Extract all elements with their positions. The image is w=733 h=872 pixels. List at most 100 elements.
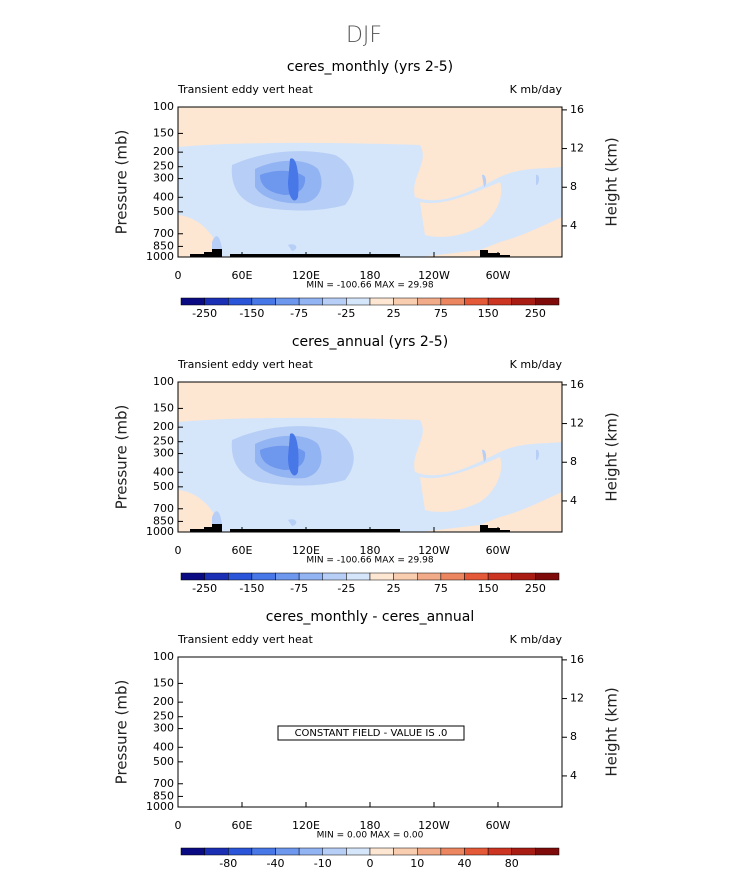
y-tick-label: 400	[153, 740, 174, 753]
colorbar-box	[204, 297, 229, 306]
colorbar-box	[204, 847, 229, 856]
colorbar-box	[511, 297, 536, 306]
colorbar-box	[417, 847, 442, 856]
colorbar-box	[511, 847, 536, 856]
colorbar-box	[440, 297, 465, 306]
contour	[420, 182, 502, 237]
y-tick-label: 500	[153, 205, 174, 218]
colorbar-box	[440, 847, 465, 856]
colorbar-label: -75	[290, 582, 308, 595]
colorbar-box	[346, 572, 371, 581]
contour	[178, 490, 215, 532]
y-tick-label: 200	[153, 695, 174, 708]
colorbar-box	[180, 297, 205, 306]
colorbar-label: 10	[410, 857, 424, 870]
colorbar-box	[180, 572, 205, 581]
y-tick-label: 200	[153, 420, 174, 433]
y-axis-label: Pressure (mb)	[113, 405, 131, 510]
x-tick-label: 180	[360, 819, 381, 832]
colorbar-box	[180, 847, 205, 856]
y-tick-label: 300	[153, 172, 174, 185]
constant-box	[277, 725, 465, 741]
y-axis-label: Pressure (mb)	[113, 680, 131, 785]
right-label: K mb/day	[510, 83, 563, 96]
colorbar-box	[487, 572, 512, 581]
y2-tick-label: 16	[570, 378, 584, 391]
x-tick-label: 60E	[232, 269, 253, 282]
y2-tick-label: 16	[570, 653, 584, 666]
y-tick-label: 300	[153, 722, 174, 735]
colorbar-label: -25	[337, 582, 355, 595]
colorbar-box	[487, 297, 512, 306]
colorbar-box	[346, 297, 371, 306]
colorbar-box	[511, 572, 536, 581]
x-tick-label: 60E	[232, 544, 253, 557]
left-label: Transient eddy vert heat	[177, 633, 314, 646]
colorbar-box	[487, 847, 512, 856]
colorbar-label: -250	[192, 582, 217, 595]
contour	[212, 236, 222, 249]
y-tick-label: 700	[153, 777, 174, 790]
colorbar-label: 40	[458, 857, 472, 870]
panel: ceres_monthly - ceres_annual Transient ed…	[113, 609, 621, 870]
colorbar-box	[322, 297, 347, 306]
colorbar-label: 250	[525, 307, 546, 320]
x-tick-label: 0	[175, 269, 182, 282]
y-tick-label: 500	[153, 480, 174, 493]
x-tick-label: 60W	[486, 269, 511, 282]
right-label: K mb/day	[510, 633, 563, 646]
colorbar-box	[298, 297, 323, 306]
colorbar-box	[251, 572, 276, 581]
colorbar-box	[535, 847, 560, 856]
y2-tick-label: 16	[570, 103, 584, 116]
right-label: K mb/day	[510, 358, 563, 371]
colorbar-label: -150	[239, 582, 264, 595]
colorbar-box	[535, 572, 560, 581]
colorbar-label: -75	[290, 307, 308, 320]
stats: MIN = 0.00 MAX = 0.00	[317, 831, 424, 841]
colorbar-box	[228, 297, 253, 306]
colorbar-label: -150	[239, 307, 264, 320]
y-tick-label: 100	[153, 650, 174, 663]
colorbar-label: -250	[192, 307, 217, 320]
contour	[420, 457, 502, 512]
y-tick-label: 700	[153, 502, 174, 515]
colorbar-box	[275, 297, 300, 306]
panel-title: ceres_monthly - ceres_annual	[266, 609, 475, 625]
y-tick-label: 850	[153, 789, 174, 802]
y-tick-label: 300	[153, 447, 174, 460]
colorbar-box	[440, 572, 465, 581]
colorbar-label: 150	[478, 582, 499, 595]
colorbar-box	[464, 572, 489, 581]
y2-axis-label: Height (km)	[603, 412, 621, 501]
x-tick-label: 180	[360, 544, 381, 557]
x-tick-label: 120E	[292, 544, 320, 557]
y2-tick-label: 8	[570, 455, 577, 468]
y2-tick-label: 4	[570, 769, 577, 782]
panel: ceres_annual (yrs 2-5) Transient eddy ver…	[113, 334, 621, 595]
contour	[178, 215, 215, 257]
y-tick-label: 500	[153, 755, 174, 768]
colorbar-box	[251, 297, 276, 306]
colorbar-label: 25	[387, 582, 401, 595]
colorbar-label: 25	[387, 307, 401, 320]
colorbar-box	[369, 297, 394, 306]
y2-tick-label: 8	[570, 180, 577, 193]
y2-tick-label: 12	[570, 417, 584, 430]
y-tick-label: 1000	[146, 525, 174, 538]
panel: ceres_monthly (yrs 2-5) Transient eddy ve…	[113, 59, 621, 320]
colorbar-label: -10	[314, 857, 332, 870]
contour	[288, 433, 299, 476]
y2-tick-label: 8	[570, 730, 577, 743]
contour	[288, 158, 299, 201]
y-tick-label: 250	[153, 435, 174, 448]
colorbar-box	[298, 847, 323, 856]
figure-title: DJF	[346, 23, 382, 48]
y2-axis-label: Height (km)	[603, 687, 621, 776]
y-tick-label: 100	[153, 100, 174, 113]
colorbar-label: 80	[505, 857, 519, 870]
colorbar-box	[228, 847, 253, 856]
colorbar-box	[251, 847, 276, 856]
colorbar-label: -80	[219, 857, 237, 870]
